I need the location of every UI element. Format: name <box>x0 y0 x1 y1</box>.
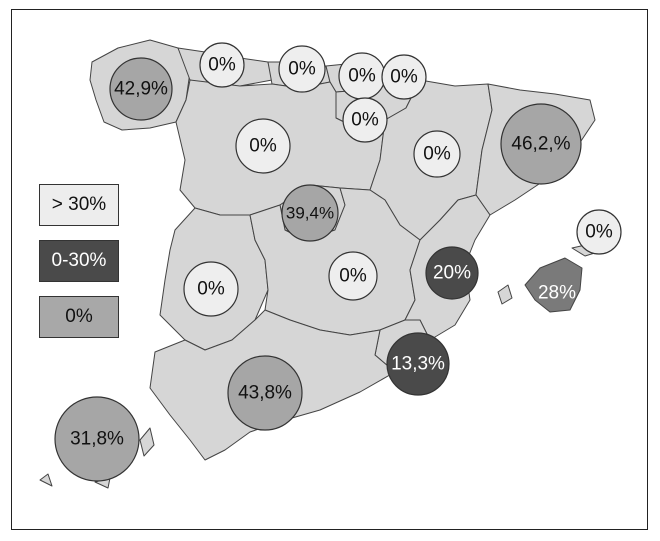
legend-item-0-30: 0-30% <box>39 240 119 282</box>
marker-murcia: 13,3% <box>386 332 450 396</box>
marker-madrid: 39,4% <box>281 184 339 242</box>
label-castilla-leon: 0% <box>249 136 277 157</box>
legend-label-0: 0% <box>65 306 93 327</box>
marker-baleares: 0% <box>576 209 622 255</box>
marker-asturias: 0% <box>199 42 245 88</box>
marker-castilla-leon: 0% <box>235 118 291 174</box>
label-asturias: 0% <box>208 55 236 76</box>
label-la-rioja: 0% <box>351 110 379 131</box>
label-pais-vasco: 0% <box>348 66 376 87</box>
marker-canarias: 31,8% <box>54 396 140 482</box>
label-castilla-la-mancha: 0% <box>339 266 367 287</box>
marker-extremadura: 0% <box>183 261 239 317</box>
marker-castilla-la-mancha: 0% <box>328 251 378 301</box>
marker-cataluna: 46,2,% <box>500 103 582 185</box>
label-cataluna: 46,2,% <box>511 134 570 155</box>
legend-item-0: 0% <box>39 296 119 338</box>
label-murcia: 13,3% <box>391 354 445 375</box>
label-mallorca: 28% <box>538 283 576 304</box>
label-aragon: 0% <box>423 144 451 165</box>
marker-galicia: 42,9% <box>109 57 173 121</box>
label-andalucia: 43,8% <box>238 383 292 404</box>
label-madrid: 39,4% <box>286 204 334 223</box>
label-extremadura: 0% <box>197 279 225 300</box>
region-mallorca <box>524 257 583 313</box>
marker-andalucia: 43,8% <box>227 355 303 431</box>
marker-valencia: 20% <box>425 246 479 300</box>
label-cantabria: 0% <box>288 59 316 80</box>
marker-cantabria: 0% <box>278 45 326 93</box>
label-navarra: 0% <box>390 67 418 88</box>
map-frame <box>11 9 648 530</box>
region-ibiza <box>497 284 513 305</box>
label-galicia: 42,9% <box>114 79 168 100</box>
marker-aragon: 0% <box>413 130 461 178</box>
legend-label-over-30: > 30% <box>51 194 107 215</box>
marker-navarra: 0% <box>381 54 427 100</box>
marker-la-rioja: 0% <box>342 97 388 143</box>
label-canarias: 31,8% <box>70 429 124 450</box>
marker-mallorca: 28% <box>538 283 576 304</box>
region-canarias-west <box>39 473 53 487</box>
legend-item-over-30: > 30% <box>39 184 119 226</box>
label-baleares: 0% <box>585 222 613 243</box>
label-valencia: 20% <box>433 263 471 284</box>
legend-label-0-30: 0-30% <box>51 250 107 271</box>
region-canarias-lanzarote <box>139 427 155 457</box>
marker-pais-vasco: 0% <box>338 52 386 100</box>
